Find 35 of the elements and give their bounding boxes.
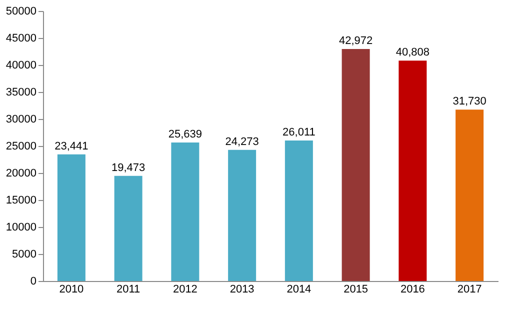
y-tick-label: 0 xyxy=(30,276,36,288)
x-tick-label: 2011 xyxy=(116,284,140,296)
bar xyxy=(398,60,427,281)
y-tick-label: 20000 xyxy=(6,168,36,180)
y-tick-label: 25000 xyxy=(6,140,36,152)
x-tick-label: 2014 xyxy=(286,284,312,296)
y-tick-label: 35000 xyxy=(6,86,36,98)
x-tick-label: 2017 xyxy=(457,284,482,296)
y-tick-label: 15000 xyxy=(6,194,36,206)
bar xyxy=(57,154,86,281)
x-tick-label: 2015 xyxy=(344,284,368,296)
data-label: 19,473 xyxy=(111,162,146,174)
y-tick-label: 5000 xyxy=(12,248,36,260)
y-tick-label: 40000 xyxy=(6,60,36,72)
bar xyxy=(456,110,484,281)
bar xyxy=(342,48,370,281)
bar xyxy=(114,176,142,281)
data-label: 25,639 xyxy=(168,128,202,141)
bar xyxy=(171,142,200,281)
x-tick-label: 2010 xyxy=(59,284,84,296)
x-tick-label: 2016 xyxy=(400,284,425,296)
data-label: 23,441 xyxy=(54,140,88,152)
data-label: 26,011 xyxy=(282,126,316,139)
y-tick-label: 10000 xyxy=(6,222,36,234)
y-tick-label: 30000 xyxy=(6,114,36,126)
y-tick-label: 45000 xyxy=(6,32,36,44)
x-tick-label: 2013 xyxy=(230,284,254,296)
data-label: 24,273 xyxy=(225,136,259,148)
data-label: 40,808 xyxy=(396,46,430,59)
x-tick-label: 2012 xyxy=(172,284,198,296)
data-label: 31,730 xyxy=(452,96,486,108)
bar xyxy=(284,140,313,281)
bar xyxy=(228,150,256,281)
y-tick-label: 50000 xyxy=(6,6,36,18)
data-label: 42,972 xyxy=(338,34,373,47)
